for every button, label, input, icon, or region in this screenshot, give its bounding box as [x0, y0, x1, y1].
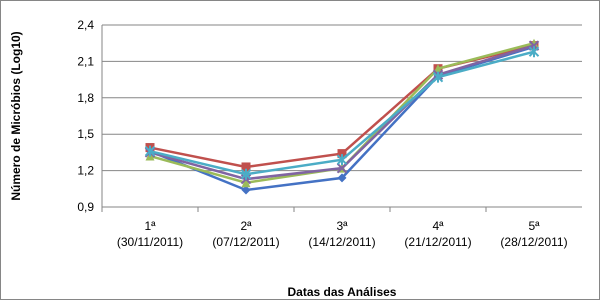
marker	[240, 168, 252, 180]
x-tick-label: 5ª (28/12/2011)	[500, 219, 567, 249]
x-tick-label: 3ª (14/12/2011)	[308, 219, 375, 249]
marker	[528, 46, 540, 58]
x-tick-label: 4ª (21/12/2011)	[404, 219, 471, 249]
y-tick-label: 1,2	[77, 164, 94, 178]
marker	[433, 64, 443, 74]
x-axis-label: Datas das Análises	[288, 285, 397, 299]
y-axis-label: Número de Micróbios (Log10)	[9, 31, 23, 200]
x-tick-label: 1ª (30/11/2011)	[117, 219, 183, 249]
marker	[241, 178, 251, 188]
marker	[144, 145, 156, 157]
marker	[337, 173, 347, 183]
y-tick-label: 2,4	[77, 18, 94, 32]
y-tick-label: 1,8	[77, 91, 94, 105]
marker	[336, 154, 348, 166]
y-tick-label: 1,5	[77, 127, 94, 141]
marker	[432, 71, 444, 83]
marker	[336, 162, 348, 174]
y-tick-label: 0,9	[77, 200, 94, 214]
marker	[241, 185, 251, 195]
y-tick-label: 2,1	[77, 54, 94, 68]
marker	[337, 149, 347, 159]
marker	[241, 162, 251, 172]
x-tick-label: 2ª (07/12/2011)	[212, 219, 279, 249]
